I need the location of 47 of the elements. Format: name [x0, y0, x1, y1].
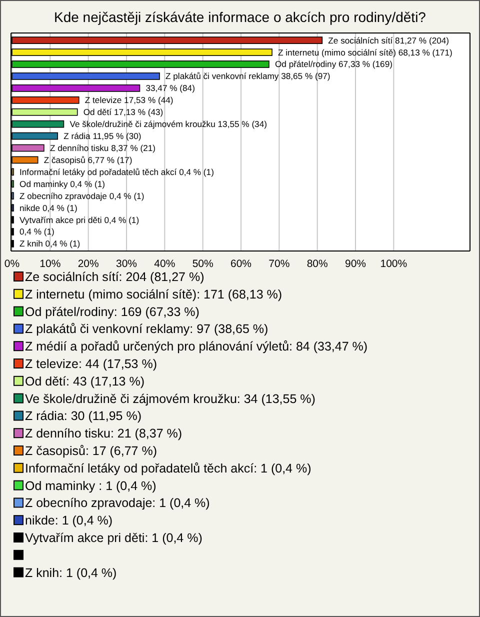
- legend-label: Z denního tisku: 21 (8,37 %): [25, 426, 182, 441]
- data-label: Od maminky 0,4 % (1): [20, 178, 106, 189]
- data-label: Z televize 17,53 % (44): [84, 95, 174, 106]
- data-label: nikde 0,4 % (1): [20, 202, 78, 213]
- data-label: Z internetu (mimo sociální sítě) 68,13 % (171): [278, 47, 452, 58]
- legend-label: Od dětí: 43 (17,13 %): [25, 374, 145, 388]
- legend-label: Od přátel/rodiny: 169 (67,33 %): [25, 304, 200, 319]
- legend-label: Z knih: 1 (0,4 %): [25, 566, 117, 580]
- data-label: Z denního tisku 8,37 % (21): [50, 142, 156, 153]
- legend-label: Informační letáky od pořadatelů těch akcí: 1 (0,4 %): [25, 461, 312, 476]
- x-tick-label: 60%: [230, 258, 252, 270]
- data-label: 0,4 % (1): [20, 226, 55, 237]
- data-label: 33,47 % (84): [146, 83, 196, 94]
- data-label: Vytvařím akce pri děti 0,4 % (1): [20, 214, 140, 225]
- legend-label: nikde: 1 (0,4 %): [25, 514, 113, 528]
- x-tick-label: 30%: [116, 258, 138, 270]
- legend-label: Ze sociálních sítí: 204 (81,27 %): [25, 270, 204, 284]
- x-tick-label: 90%: [344, 258, 366, 270]
- legend-label: Z rádia: 30 (11,95 %): [25, 409, 142, 424]
- legend-label: Z časopisů: 17 (6,77 %): [25, 444, 158, 458]
- data-label: Z časopisů 6,77 % (17): [44, 154, 132, 165]
- legend-label: Ve škole/družině či zájmovém kroužku: 34 (13,55 %): [25, 392, 316, 406]
- x-tick-label: 50%: [192, 258, 214, 270]
- x-tick-label: 0%: [4, 258, 20, 270]
- x-tick-label: 100%: [380, 258, 408, 270]
- data-label: Z knih 0,4 % (1): [20, 238, 80, 249]
- data-label: Informační letáky od pořadatelů těch akcí 0,4 % (1): [20, 166, 214, 177]
- legend-label: Z internetu (mimo sociální sítě): 171 (68,13 %): [25, 287, 282, 302]
- data-label: Od dětí 17,13 % (43): [83, 107, 164, 118]
- x-tick-label: 80%: [306, 258, 328, 270]
- data-label: Z rádia 11,95 % (30): [64, 131, 142, 142]
- data-label: Ve škole/družině či zájmovém kroužku 13,55 % (34): [70, 119, 268, 130]
- legend-label: Z médií a pořadů určených pro plánování výletů: 84 (33,47 %): [25, 340, 368, 354]
- x-tick-label: 20%: [78, 258, 99, 270]
- legend-label: Vytvařím akce pri děti: 1 (0,4 %): [25, 531, 202, 545]
- data-label: Ze sociálních sítí 81,27 % (204): [328, 35, 450, 46]
- legend-label: Z obecního zpravodaje: 1 (0,4 %): [25, 496, 210, 510]
- data-label: Od přátel/rodiny 67,33 % (169): [274, 59, 393, 70]
- x-tick-label: 70%: [268, 258, 290, 270]
- legend-label: Od maminky : 1 (0,4 %): [25, 478, 156, 493]
- legend-label: Z televize: 44 (17,53 %): [25, 357, 158, 371]
- chart-title: Kde nejčastěji získáváte informace o akcích pro rodiny/děti?: [54, 9, 426, 25]
- data-label: Z obecního zpravodaje 0,4 % (1): [20, 190, 144, 201]
- x-tick-label: 10%: [40, 258, 61, 270]
- x-tick-label: 40%: [154, 258, 176, 270]
- data-label: Z plakátů či venkovní reklamy 38,65 % (97): [166, 71, 330, 82]
- legend-label: Z plakátů či venkovní reklamy: 97 (38,65 %): [25, 322, 268, 336]
